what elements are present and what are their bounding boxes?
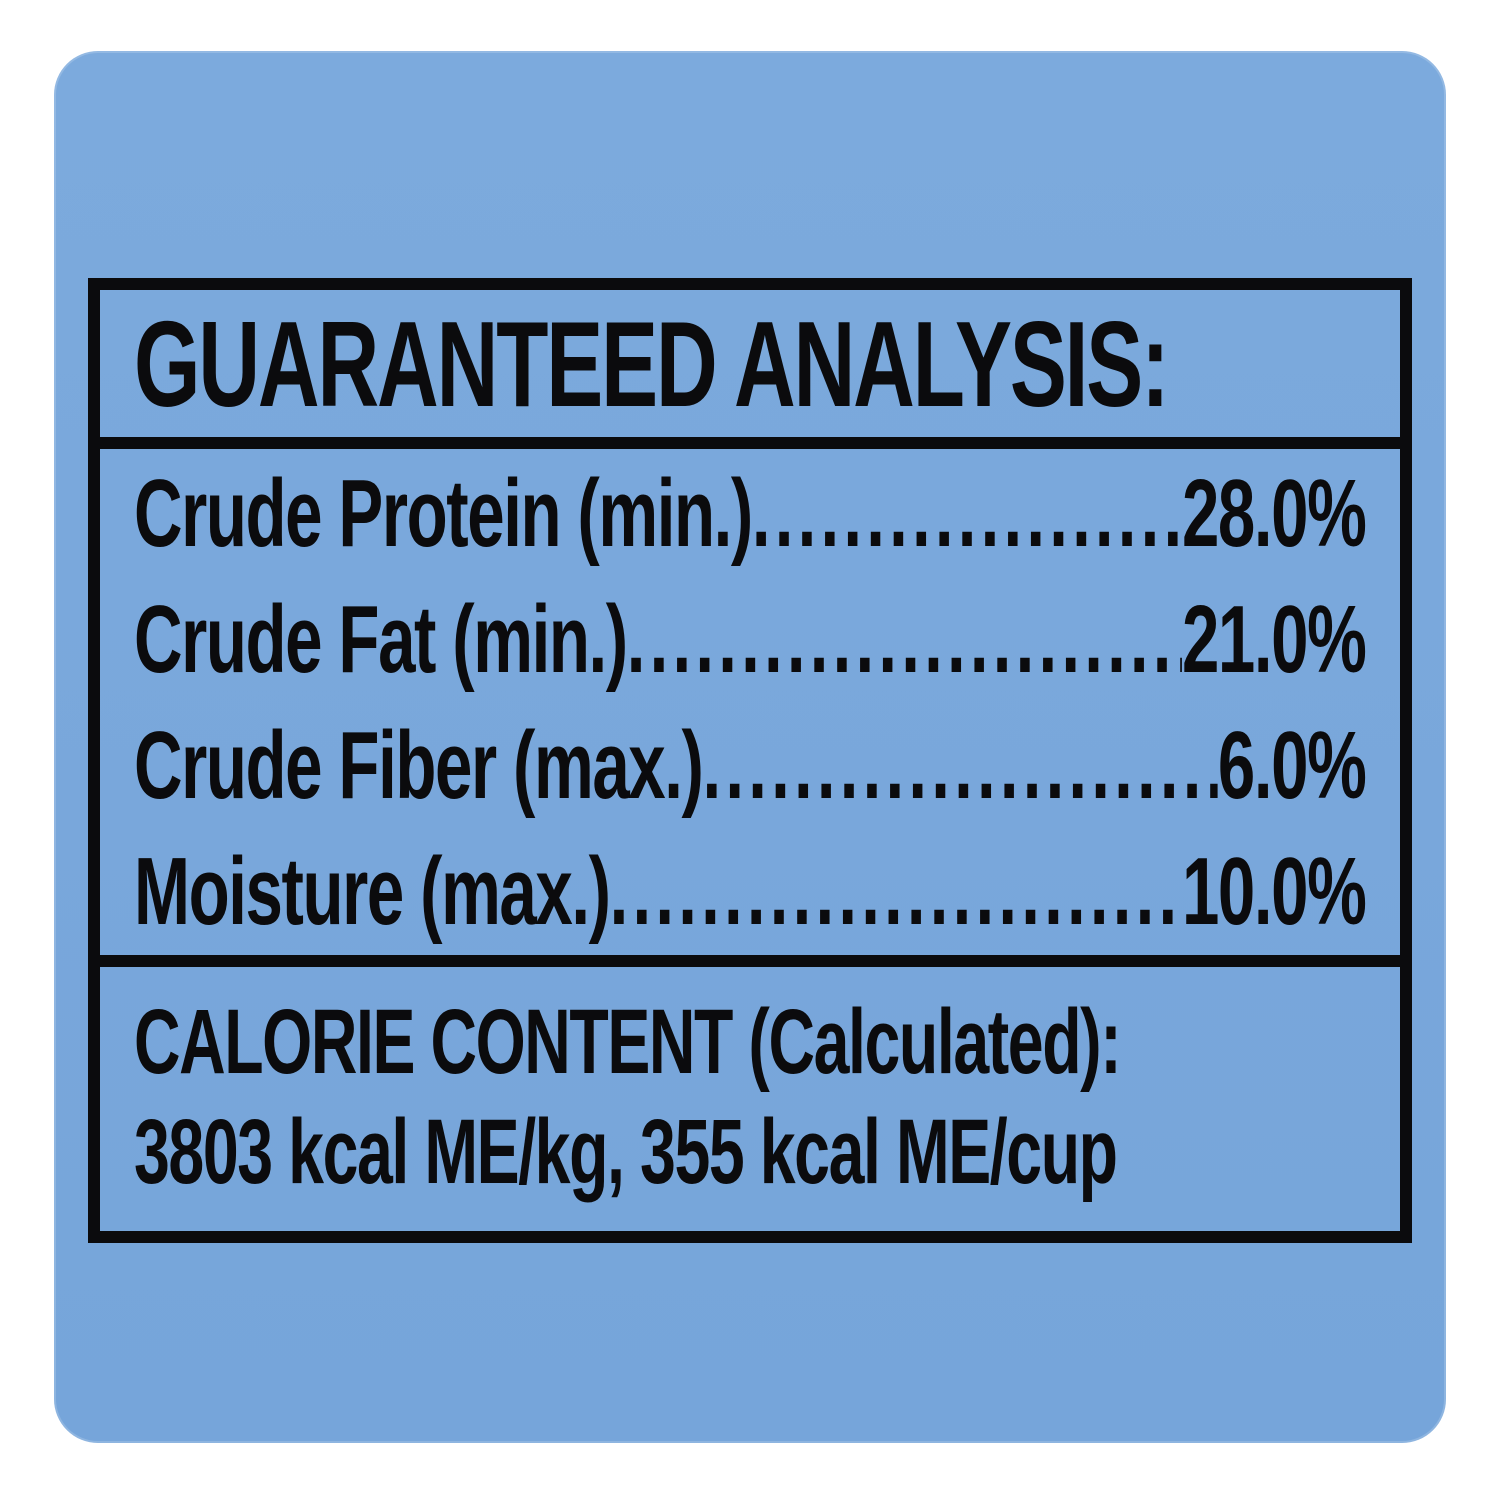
analysis-row-crude-fat: Crude Fat (min.) 21.0% — [134, 577, 1367, 703]
analysis-row-crude-fiber: Crude Fiber (max.) 6.0% — [134, 703, 1367, 829]
guaranteed-analysis-box: GUARANTEED ANALYSIS: Crude Protein (min.… — [88, 278, 1412, 1243]
calorie-section: CALORIE CONTENT (Calculated): 3803 kcal … — [100, 967, 1400, 1231]
row-label: Crude Fiber (max.) — [134, 712, 704, 819]
row-value: 6.0% — [1217, 712, 1367, 819]
analysis-rows: Crude Protein (min.) 28.0% Crude Fat (mi… — [100, 449, 1400, 967]
row-value: 28.0% — [1181, 460, 1367, 567]
row-label: Crude Fat (min.) — [134, 586, 628, 693]
analysis-title: GUARANTEED ANALYSIS: — [134, 295, 1170, 432]
row-value: 10.0% — [1181, 838, 1367, 945]
row-label: Crude Protein (min.) — [134, 460, 753, 567]
dot-leader — [703, 703, 1218, 829]
calorie-values: 3803 kcal ME/kg, 355 kcal ME/cup — [134, 1101, 1118, 1203]
dot-leader — [752, 451, 1182, 577]
row-label: Moisture (max.) — [134, 838, 611, 945]
calorie-title: CALORIE CONTENT (Calculated): — [134, 991, 1122, 1093]
label-panel: GUARANTEED ANALYSIS: Crude Protein (min.… — [54, 51, 1446, 1443]
row-value: 21.0% — [1181, 586, 1367, 693]
analysis-header: GUARANTEED ANALYSIS: — [100, 290, 1400, 449]
analysis-row-crude-protein: Crude Protein (min.) 28.0% — [134, 451, 1367, 577]
analysis-row-moisture: Moisture (max.) 10.0% — [134, 829, 1367, 955]
dot-leader — [627, 577, 1182, 703]
dot-leader — [610, 829, 1182, 955]
